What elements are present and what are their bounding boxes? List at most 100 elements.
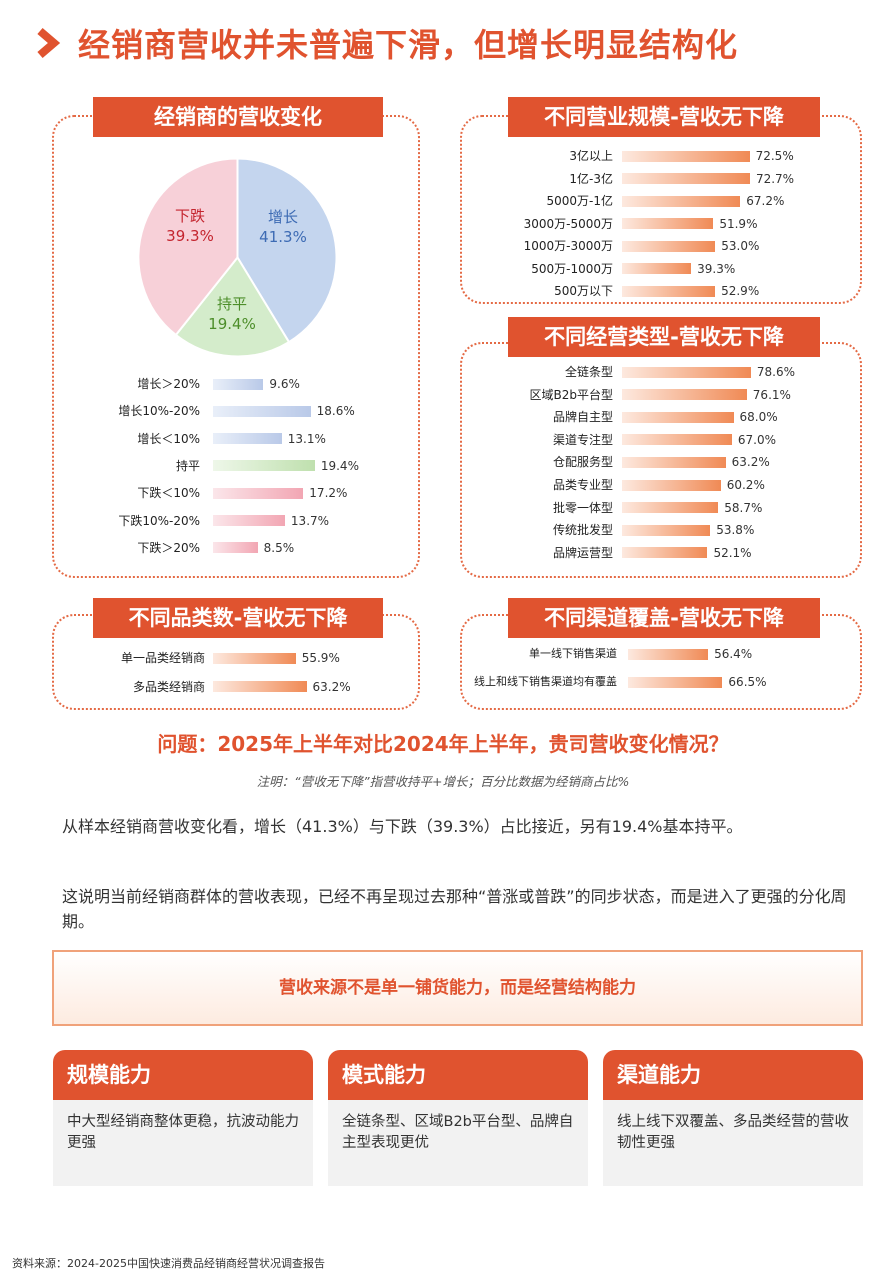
scale-value: 52.9% bbox=[721, 284, 760, 298]
pie-label-decline: 下跌 39.3% bbox=[150, 206, 230, 246]
survey-question: 问题：2025年上半年对比2024年上半年，贵司营收变化情况？ bbox=[157, 732, 729, 756]
card-channel-title: 渠道能力 bbox=[603, 1050, 863, 1100]
key-insight-box: 营收来源不是单一铺货能力，而是经营结构能力 bbox=[52, 950, 863, 1026]
change-value: 19.4% bbox=[320, 458, 359, 473]
card-model-text: 全链条型、区域B2b平台型、品牌自主型表现更优 bbox=[328, 1100, 588, 1186]
category-title: 不同品类数-营收无下降 bbox=[93, 598, 383, 638]
scale-value: 39.3% bbox=[697, 261, 736, 276]
chevron-right-icon bbox=[37, 27, 61, 59]
pie-label-flat-value: 19.4% bbox=[208, 315, 256, 333]
card-scale: 规模能力 中大型经销商整体更稳，抗波动能力更强 bbox=[53, 1050, 313, 1186]
type-value: 52.1% bbox=[713, 545, 752, 560]
change-label: 增长＜10% bbox=[137, 431, 200, 446]
change-bar bbox=[213, 515, 285, 526]
channel-row: 单一线下销售渠道 bbox=[317, 643, 617, 665]
scale-label: 1亿-3亿 bbox=[569, 171, 613, 186]
scale-row: 5000万-1亿 bbox=[313, 190, 613, 212]
scale-row: 500万以下 bbox=[313, 280, 613, 302]
category-row: 多品类经销商 bbox=[0, 676, 205, 698]
page-title: 经销商营收并未普遍下滑，但增长明显结构化 bbox=[32, 18, 738, 68]
scale-bar bbox=[622, 218, 714, 229]
type-label: 品牌自主型 bbox=[552, 410, 613, 425]
type-bar bbox=[622, 524, 711, 536]
type-row: 品牌运营型 bbox=[313, 542, 613, 564]
scale-bar bbox=[622, 173, 750, 184]
card-channel-text: 线上线下双覆盖、多品类经营的营收韧性更强 bbox=[603, 1100, 863, 1186]
scale-bar bbox=[622, 195, 741, 207]
change-value: 17.2% bbox=[309, 486, 348, 501]
type-row: 品类专业型 bbox=[313, 474, 613, 496]
scale-label: 500万-1000万 bbox=[531, 261, 613, 276]
scale-label: 3亿以上 bbox=[569, 149, 613, 163]
type-bar bbox=[622, 547, 708, 559]
pie-label-decline-value: 39.3% bbox=[166, 227, 214, 245]
change-bar bbox=[213, 542, 258, 554]
card-scale-text: 中大型经销商整体更稳，抗波动能力更强 bbox=[53, 1100, 313, 1186]
scale-bar bbox=[622, 240, 716, 252]
change-label: 下跌＞20% bbox=[137, 540, 200, 555]
type-label: 全链条型 bbox=[564, 365, 613, 379]
scale-value: 72.5% bbox=[755, 149, 794, 163]
card-model: 模式能力 全链条型、区域B2b平台型、品牌自主型表现更优 bbox=[328, 1050, 588, 1186]
category-value: 55.9% bbox=[301, 651, 340, 665]
change-label: 下跌＜10% bbox=[137, 486, 200, 501]
type-label: 区域B2b平台型 bbox=[529, 387, 614, 402]
type-bar bbox=[622, 502, 719, 514]
type-label: 仓配服务型 bbox=[552, 455, 613, 470]
change-label: 下跌10%-20% bbox=[118, 513, 200, 528]
type-value: 67.0% bbox=[737, 432, 776, 447]
scale-bar bbox=[622, 285, 716, 297]
scale-row: 500万-1000万 bbox=[313, 258, 613, 280]
type-value: 63.2% bbox=[731, 455, 770, 470]
scale-row: 1亿-3亿 bbox=[313, 168, 613, 190]
type-label: 品类专业型 bbox=[552, 478, 613, 492]
data-source: 资料来源：2024-2025中国快速消费品经销商经营状况调查报告 bbox=[12, 1257, 325, 1270]
type-label: 传统批发型 bbox=[552, 523, 613, 538]
card-model-title: 模式能力 bbox=[328, 1050, 588, 1100]
type-row: 传统批发型 bbox=[313, 519, 613, 541]
scale-row: 3000万-5000万 bbox=[313, 213, 613, 235]
category-label: 多品类经销商 bbox=[132, 679, 205, 694]
category-row: 单一品类经销商 bbox=[0, 647, 205, 669]
change-bar bbox=[213, 487, 304, 499]
change-row: 下跌＜10% bbox=[0, 482, 200, 504]
type-row: 品牌自主型 bbox=[313, 406, 613, 428]
scale-row: 3亿以上 bbox=[313, 145, 613, 167]
revenue-change-pie-chart bbox=[137, 157, 338, 358]
category-value: 63.2% bbox=[312, 679, 351, 694]
type-row: 批零一体型 bbox=[313, 497, 613, 519]
change-row: 增长＜10% bbox=[0, 428, 200, 450]
type-bar bbox=[622, 456, 726, 468]
change-row: 增长＞20% bbox=[0, 373, 200, 395]
change-label: 持平 bbox=[175, 458, 200, 473]
type-bar bbox=[622, 389, 747, 401]
type-row: 仓配服务型 bbox=[313, 451, 613, 473]
channel-label: 单一线下销售渠道 bbox=[529, 647, 617, 660]
change-row: 下跌＞20% bbox=[0, 537, 200, 559]
type-value: 78.6% bbox=[756, 365, 796, 379]
pie-slice-flat bbox=[174, 255, 291, 358]
pie-slice-growth bbox=[236, 157, 338, 344]
type-bar bbox=[622, 411, 734, 423]
channel-bar bbox=[628, 648, 709, 660]
type-label: 品牌运营型 bbox=[552, 545, 613, 560]
scale-row: 1000万-3000万 bbox=[313, 235, 613, 257]
scale-value: 53.0% bbox=[721, 239, 760, 253]
category-label: 单一品类经销商 bbox=[120, 651, 205, 665]
pie-label-growth: 增长 41.3% bbox=[243, 207, 323, 247]
change-row: 增长10%-20% bbox=[0, 400, 200, 422]
type-row: 全链条型 bbox=[313, 361, 613, 383]
scale-label: 1000万-3000万 bbox=[523, 239, 613, 253]
change-bar bbox=[213, 378, 264, 390]
scale-value: 67.2% bbox=[746, 194, 785, 208]
type-value: 76.1% bbox=[752, 387, 791, 402]
page-title-text: 经销商营收并未普遍下滑，但增长明显结构化 bbox=[78, 26, 739, 64]
type-bar bbox=[622, 434, 732, 446]
change-value: 9.6% bbox=[269, 377, 300, 391]
type-row: 渠道专注型 bbox=[313, 429, 613, 451]
type-label: 渠道专注型 bbox=[552, 432, 613, 447]
scale-label: 3000万-5000万 bbox=[523, 216, 613, 231]
pie-slice-decline bbox=[137, 157, 239, 337]
type-row: 区域B2b平台型 bbox=[313, 384, 614, 406]
channel-label: 线上和线下销售渠道均有覆盖 bbox=[474, 675, 617, 688]
